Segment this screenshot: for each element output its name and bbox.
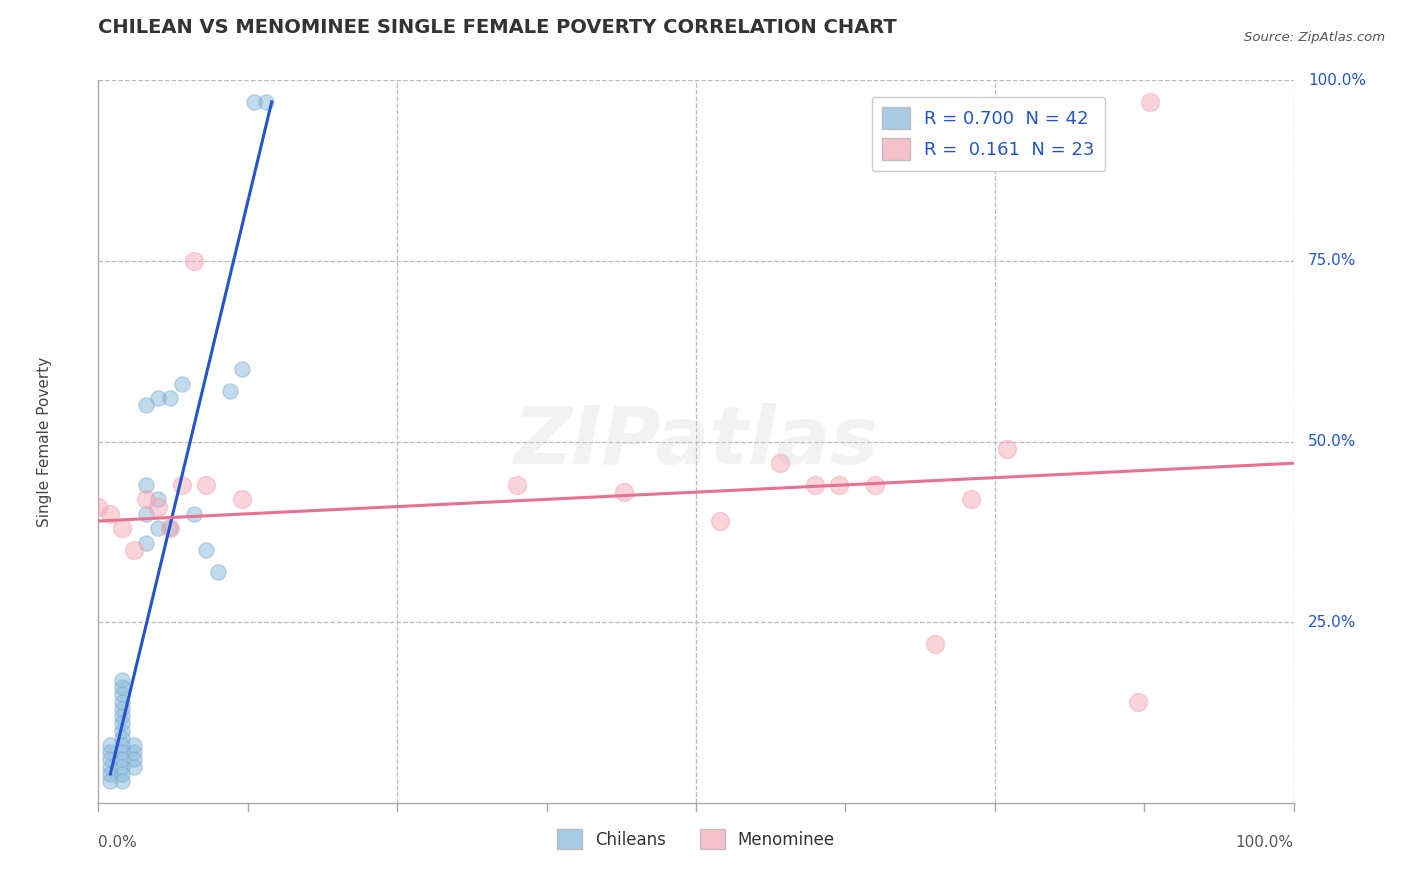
Text: Single Female Poverty: Single Female Poverty — [37, 357, 52, 526]
Text: CHILEAN VS MENOMINEE SINGLE FEMALE POVERTY CORRELATION CHART: CHILEAN VS MENOMINEE SINGLE FEMALE POVER… — [98, 18, 897, 37]
Text: 25.0%: 25.0% — [1308, 615, 1357, 630]
Text: Source: ZipAtlas.com: Source: ZipAtlas.com — [1244, 31, 1385, 45]
Text: 50.0%: 50.0% — [1308, 434, 1357, 449]
Text: ZIPatlas: ZIPatlas — [513, 402, 879, 481]
Text: 0.0%: 0.0% — [98, 835, 138, 850]
Text: 100.0%: 100.0% — [1236, 835, 1294, 850]
Text: 100.0%: 100.0% — [1308, 73, 1365, 87]
Legend: Chileans, Menominee: Chileans, Menominee — [550, 822, 842, 856]
Text: 75.0%: 75.0% — [1308, 253, 1357, 268]
